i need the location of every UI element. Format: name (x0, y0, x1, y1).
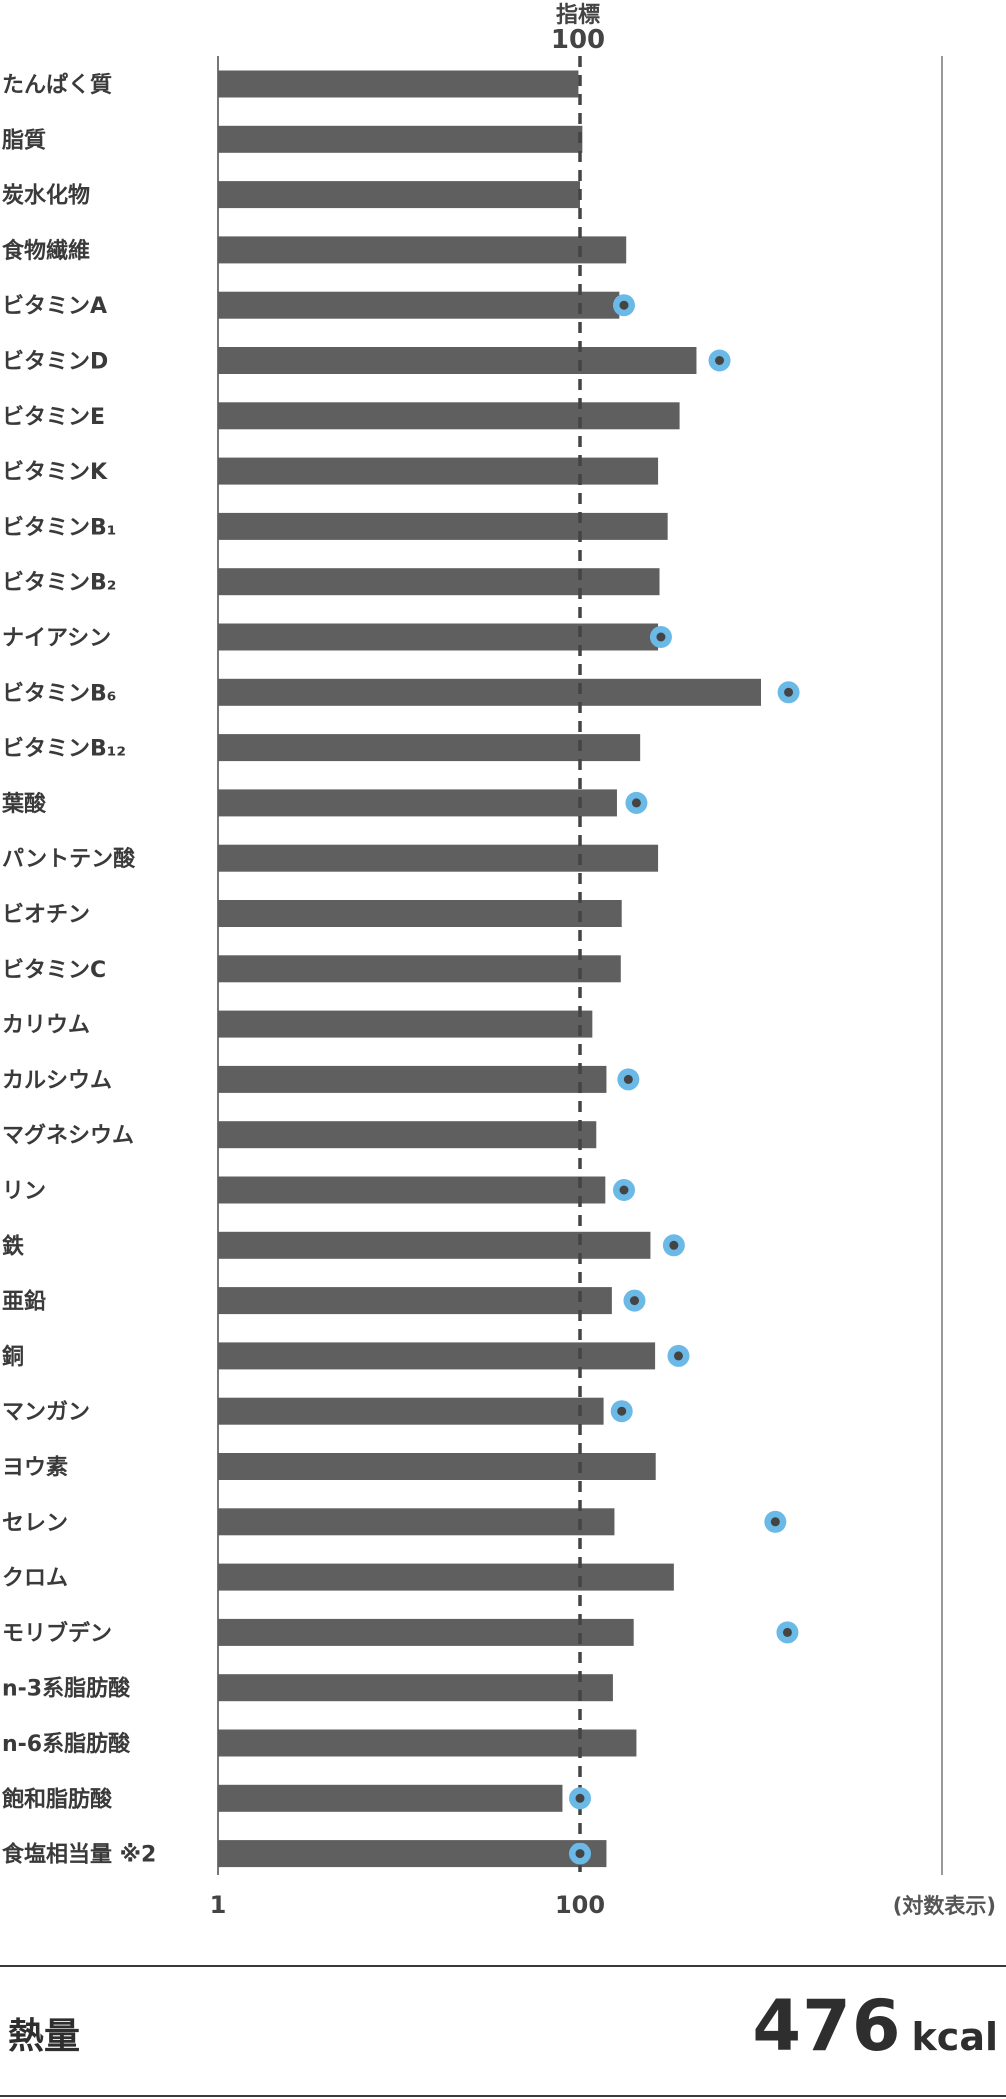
marker (625, 791, 648, 814)
category-label: ビタミンB₁ (2, 515, 116, 540)
bar (218, 291, 620, 319)
category-label: ビタミンA (2, 294, 107, 319)
category-label: ビタミンD (2, 350, 108, 375)
bar (218, 347, 697, 374)
category-label: 飽和脂肪酸 (1, 1786, 113, 1812)
bar (218, 1342, 656, 1370)
bar (218, 568, 660, 596)
marker (617, 1068, 640, 1091)
category-label: ナイアシン (2, 626, 111, 651)
category-label: n-3系脂肪酸 (2, 1676, 131, 1702)
category-label: たんぱく質 (2, 72, 112, 98)
category-label: 鉄 (2, 1233, 24, 1259)
bar (218, 402, 680, 430)
marker (612, 294, 635, 317)
bar (218, 125, 583, 153)
bar (218, 1121, 597, 1149)
reference-value: 100 (551, 25, 605, 55)
category-label: マンガン (2, 1400, 90, 1425)
energy-value: 476 (752, 1985, 902, 2067)
bar (218, 623, 659, 651)
category-label: n-6系脂肪酸 (2, 1731, 131, 1757)
category-label: パントテン酸 (2, 847, 136, 872)
bar (218, 734, 641, 762)
marker (667, 1344, 690, 1367)
bar (218, 70, 579, 98)
marker (708, 349, 731, 372)
bar (218, 1010, 593, 1038)
x-tick-label: 100 (555, 1891, 605, 1919)
bar (218, 181, 580, 209)
bar (218, 457, 659, 485)
reference-title: 指標 (556, 3, 600, 28)
bar (218, 1065, 607, 1093)
energy-label: 熱量 (8, 2016, 81, 2057)
bar (218, 1453, 656, 1480)
category-label: ビタミンB₂ (2, 571, 116, 596)
category-label: ビタミンE (2, 405, 105, 430)
category-label: マグネシウム (2, 1123, 134, 1149)
category-label: 食塩相当量 ※2 (2, 1842, 156, 1868)
bar (218, 900, 622, 927)
marker (764, 1510, 787, 1533)
bar (218, 1729, 637, 1757)
marker (569, 1842, 591, 1865)
bar (218, 955, 621, 983)
category-label: ヨウ素 (2, 1455, 68, 1481)
bar (218, 1784, 563, 1812)
bar (218, 1563, 674, 1591)
bar (218, 678, 761, 706)
category-label: 葉酸 (1, 792, 47, 817)
category-label: 亜鉛 (2, 1289, 46, 1315)
category-label: 食物繊維 (2, 238, 90, 264)
category-label: カルシウム (2, 1068, 112, 1093)
bar (218, 236, 627, 264)
category-label: ビタミンK (2, 460, 108, 485)
bar (218, 1618, 634, 1646)
category-label: セレン (2, 1511, 68, 1536)
category-label: 銅 (2, 1344, 24, 1370)
category-label: リン (2, 1179, 46, 1204)
bar (218, 844, 659, 872)
bar (218, 1176, 606, 1204)
energy-footer: 熱量 476 kcal (0, 1965, 1006, 2097)
marker (610, 1400, 633, 1423)
bar (218, 512, 668, 540)
reference-label: 指標 100 (551, 3, 605, 55)
energy-value-group: 476 kcal (752, 1985, 998, 2067)
bar (218, 1397, 604, 1425)
marker (776, 1621, 799, 1644)
category-label: クロム (2, 1566, 68, 1591)
marker (777, 681, 800, 704)
category-label: 炭水化物 (2, 183, 90, 209)
x-tick-label: 1 (210, 1891, 227, 1919)
bar (218, 789, 617, 817)
category-label: ビタミンC (2, 958, 106, 983)
marker (623, 1289, 646, 1312)
bar (218, 1674, 613, 1702)
bar (218, 1840, 607, 1868)
category-label: ビタミンB₆ (2, 681, 116, 706)
bar (218, 1231, 651, 1259)
energy-unit: kcal (911, 2015, 998, 2059)
marker (649, 626, 672, 648)
category-label: カリウム (2, 1013, 90, 1038)
bar (218, 1508, 615, 1536)
bar (218, 1287, 612, 1315)
category-label: ビタミンB₁₂ (2, 737, 126, 762)
marker (569, 1787, 591, 1810)
category-label: 脂質 (2, 127, 46, 153)
marker (612, 1179, 635, 1201)
log-scale-note: (対数表示) (893, 1894, 996, 1918)
category-label: ビオチン (2, 903, 90, 928)
marker (662, 1234, 685, 1257)
category-label: モリブデン (2, 1620, 112, 1646)
